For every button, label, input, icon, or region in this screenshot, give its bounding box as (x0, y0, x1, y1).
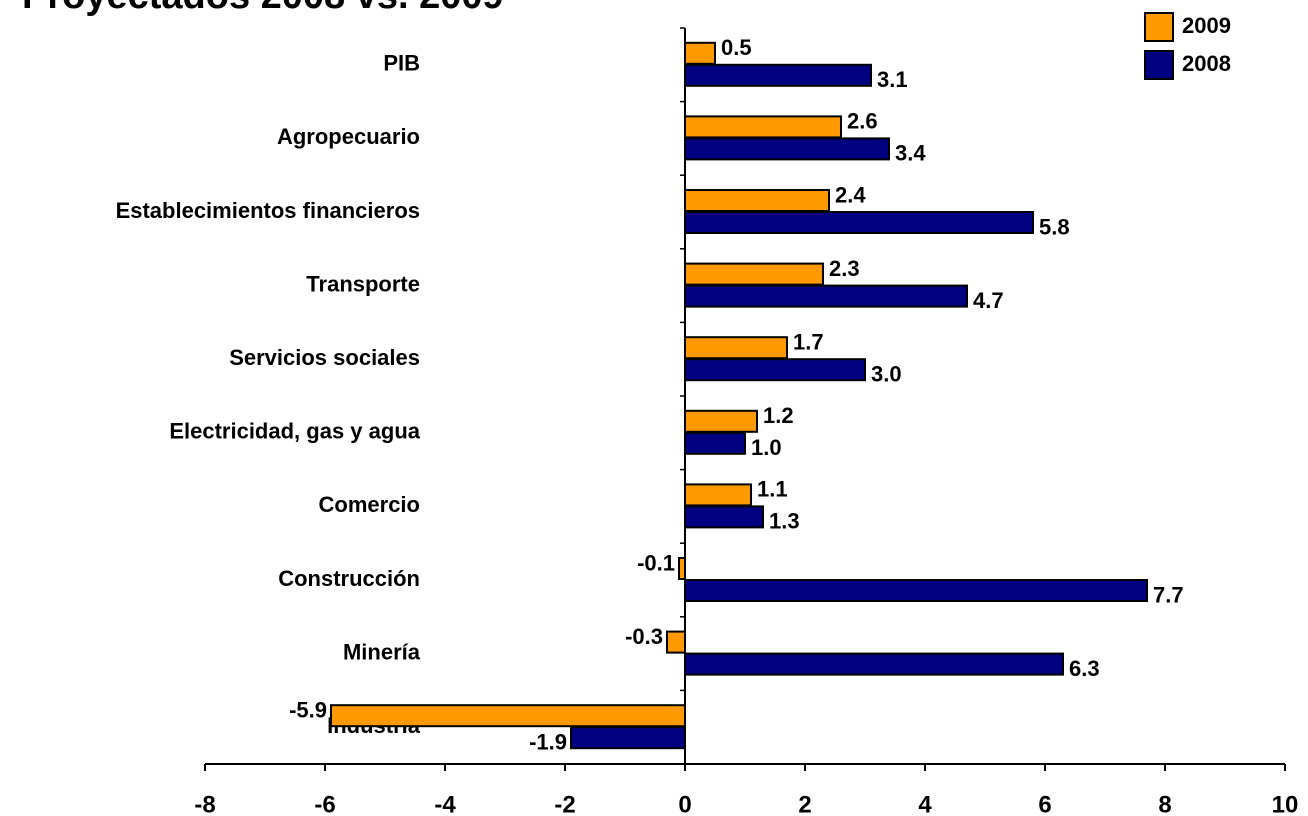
x-tick-label: 8 (1158, 791, 1171, 816)
x-tick-label: 0 (678, 791, 691, 816)
bar (684, 409, 758, 433)
legend-label: 2008 (1182, 51, 1231, 76)
y-tick-label: Electricidad, gas y agua (169, 419, 420, 444)
y-tick-label: Transporte (306, 271, 420, 296)
value-label: 3.1 (877, 67, 908, 92)
bar (684, 431, 746, 455)
legend-swatch (1144, 50, 1174, 80)
x-tick-label: 10 (1272, 791, 1299, 816)
bar (684, 189, 830, 212)
y-tick-label: Establecimientos financieros (116, 198, 420, 223)
chart-title: Proyectados 2008 vs. 2009 (22, 0, 504, 17)
value-label: 2.6 (847, 109, 878, 134)
bar (684, 262, 824, 286)
bar (684, 579, 1148, 602)
value-label: 7.7 (1153, 582, 1184, 607)
value-label: 1.1 (757, 477, 788, 502)
y-tick-label: Comercio (319, 492, 420, 517)
y-tick-label: PIB (383, 51, 420, 76)
value-label: 1.0 (751, 435, 782, 460)
x-tick-label: -4 (434, 791, 456, 816)
x-tick-label: -2 (554, 791, 575, 816)
x-tick-label: 2 (798, 791, 811, 816)
value-label: 0.5 (721, 35, 752, 60)
bar (684, 336, 788, 360)
bar (678, 557, 686, 580)
bar (570, 726, 686, 750)
y-tick-label: Servicios sociales (229, 345, 420, 370)
value-label: -5.9 (289, 698, 327, 723)
value-label: 2.4 (835, 182, 866, 207)
bar (330, 704, 686, 728)
value-label: 2.3 (829, 256, 860, 281)
value-label: 3.0 (871, 362, 902, 387)
x-tick-label: -8 (194, 791, 215, 816)
bar (684, 137, 890, 161)
y-tick-label: Agropecuario (277, 124, 420, 149)
legend-label: 2009 (1182, 13, 1231, 38)
y-tick-label: Minería (343, 639, 421, 664)
bar (684, 284, 968, 308)
value-label: 6.3 (1069, 656, 1100, 681)
value-label: 5.8 (1039, 214, 1070, 239)
value-label: 4.7 (973, 288, 1004, 313)
value-label: -0.1 (637, 550, 675, 575)
bar (684, 652, 1064, 676)
bar (684, 358, 866, 382)
x-tick-label: 6 (1038, 791, 1051, 816)
bar (666, 630, 686, 654)
bar (684, 505, 764, 529)
x-tick-label: 4 (918, 791, 932, 816)
value-label: -1.9 (529, 730, 567, 755)
value-label: -0.3 (625, 624, 663, 649)
x-tick-label: -6 (314, 791, 335, 816)
value-label: 1.3 (769, 509, 800, 534)
bar (684, 211, 1034, 234)
bar (684, 41, 716, 65)
bar (684, 63, 872, 87)
legend-swatch (1144, 12, 1174, 42)
value-label: 1.7 (793, 330, 824, 355)
bar (684, 483, 752, 507)
y-tick-label: Construcción (278, 566, 420, 591)
value-label: 1.2 (763, 403, 794, 428)
bar (684, 115, 842, 139)
value-label: 3.4 (895, 141, 926, 166)
